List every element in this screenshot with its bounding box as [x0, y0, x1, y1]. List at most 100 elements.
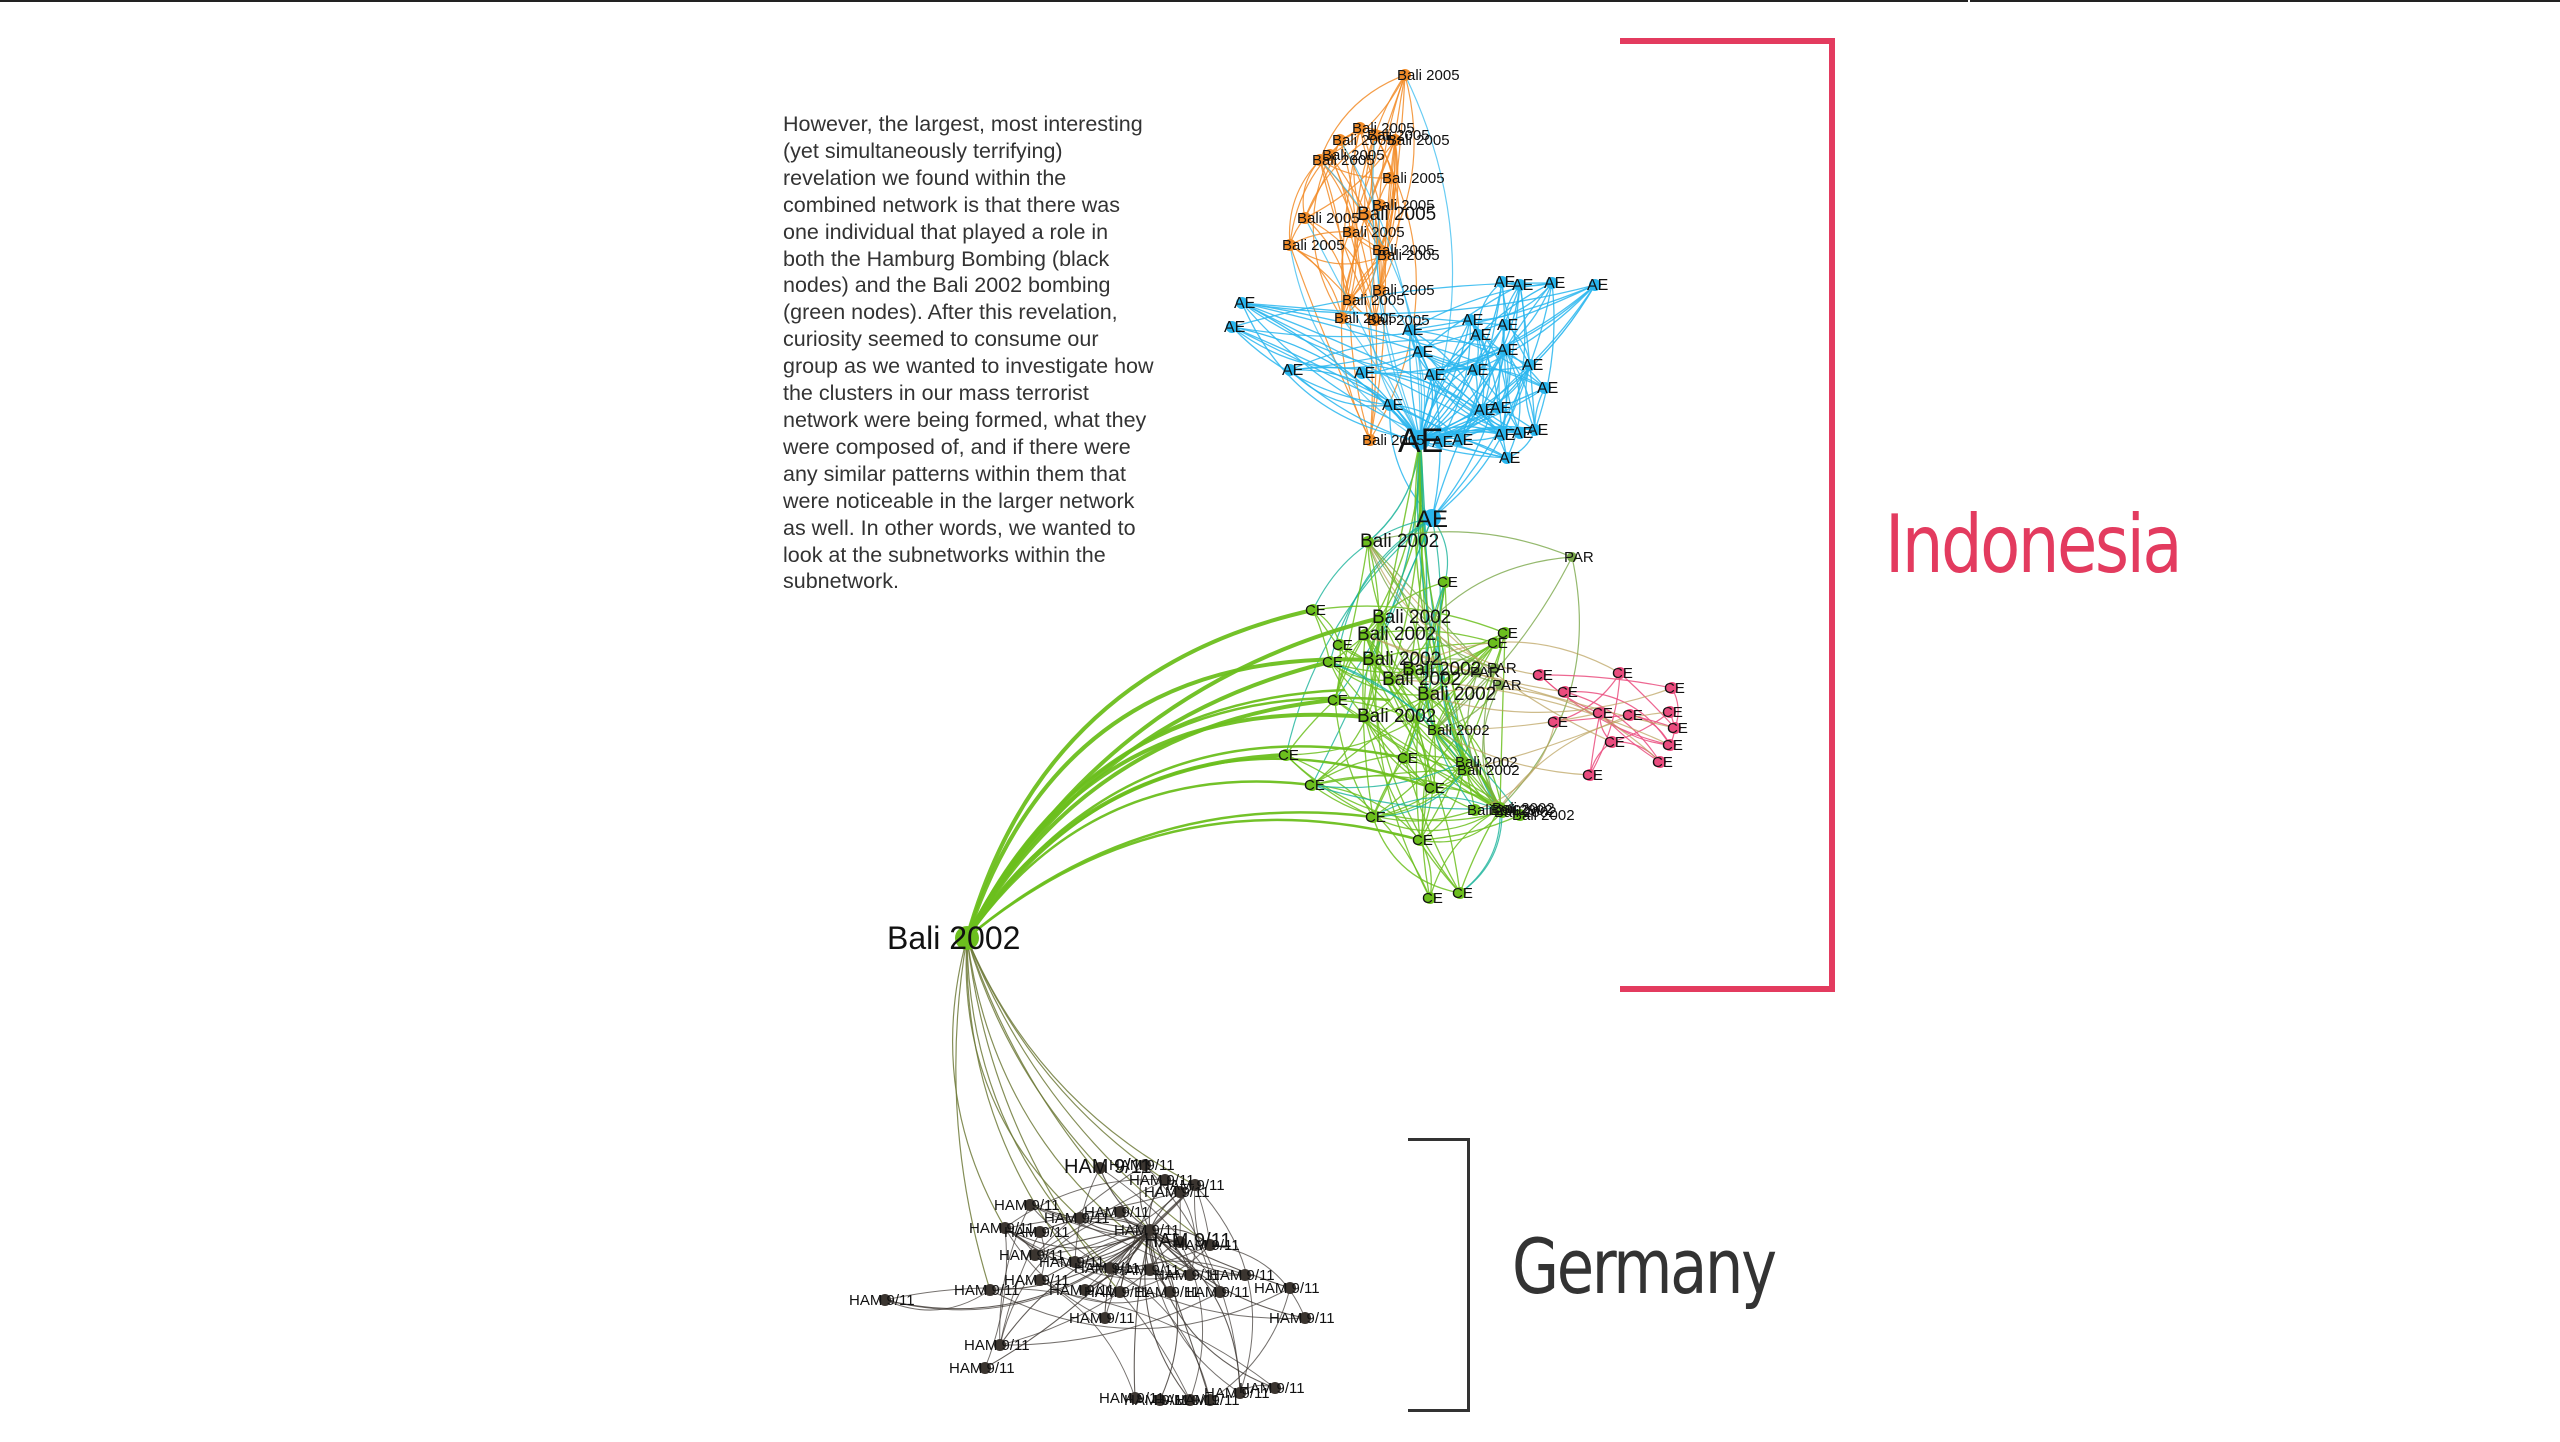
network-edge — [1369, 249, 1421, 441]
ae-node — [1469, 364, 1481, 376]
ce-node — [1664, 739, 1676, 751]
bali-2005-node — [1344, 226, 1356, 238]
ham-9-11-label: HAM 9/11 — [994, 1197, 1060, 1214]
germany-label: Germany — [1512, 1222, 1777, 1311]
bali-2002-label: Bali 2002 — [1357, 706, 1436, 727]
network-edge — [1304, 217, 1376, 321]
network-edge — [1364, 634, 1428, 841]
network-edge — [1311, 761, 1464, 789]
network-edge — [1474, 721, 1556, 811]
bali-2002-label: Bali 2002 — [1360, 531, 1439, 552]
ham-9-11-label: HAM 9/11 — [1114, 1222, 1180, 1239]
network-edge — [1289, 369, 1421, 441]
ce-label: CE — [1662, 737, 1683, 754]
ce-node — [1606, 736, 1618, 748]
network-edge — [1004, 1227, 1121, 1293]
ce-node — [1280, 749, 1292, 761]
ce-label: CE — [1304, 777, 1325, 794]
bali-2005-label: Bali 2005 — [1332, 132, 1395, 149]
ae-label: AE — [1537, 380, 1558, 397]
bali-2005-node — [1284, 239, 1296, 251]
ae-node — [1356, 367, 1368, 379]
ham-9-11-label: HAM 9/11 — [1064, 1156, 1151, 1178]
bali-2005-node — [1314, 154, 1326, 166]
bali-2002-label: Bali 2002 — [1417, 684, 1496, 705]
network-edge — [1619, 672, 1676, 729]
ham-9-11-label: HAM 9/11 — [1154, 1392, 1220, 1409]
ce-node — [1489, 637, 1501, 649]
ae-label: AE — [1490, 400, 1511, 417]
ham-9-11-label: HAM 9/11 — [849, 1292, 915, 1309]
ham-9-11-node — [1144, 1264, 1156, 1276]
ham-9-11-node — [984, 1284, 996, 1296]
ham-9-11-label: HAM 9/11 — [1084, 1284, 1150, 1301]
network-edge — [1389, 671, 1479, 681]
network-edge — [1304, 217, 1421, 441]
bali-2005-node — [1379, 249, 1391, 261]
network-edge — [1231, 326, 1421, 441]
ce-node — [1334, 639, 1346, 651]
ham-9-11-label: HAM 9/11 — [1134, 1284, 1200, 1301]
network-edge — [1477, 334, 1485, 411]
ce-node — [1669, 722, 1681, 734]
ham-9-11-label: HAM 9/11 — [1154, 1267, 1220, 1284]
network-edge — [1311, 784, 1476, 822]
network-edge — [1029, 1204, 1306, 1319]
bali-2005-node — [1399, 69, 1411, 81]
ce-label: CE — [1365, 809, 1386, 826]
ae-node — [1546, 277, 1558, 289]
ham-9-11-label: HAM 9/11 — [1049, 1282, 1115, 1299]
network-edge — [1109, 1267, 1211, 1401]
network-edge — [1084, 1260, 1246, 1291]
network-edge — [1419, 811, 1503, 843]
network-edge — [1424, 687, 1661, 763]
ce-label: CE — [1604, 734, 1625, 751]
ham-9-11-node — [1204, 1394, 1216, 1406]
ham-9-11-node — [1144, 1224, 1156, 1236]
bali-2005-node — [1369, 314, 1381, 326]
network-edge — [1241, 302, 1508, 459]
ce-label: CE — [1322, 654, 1343, 671]
network-edge — [1434, 729, 1591, 776]
ae-node — [1496, 276, 1508, 288]
ham-9-11-label: HAM 9/11 — [1004, 1224, 1070, 1241]
network-edge — [1409, 282, 1553, 331]
network-edge — [1241, 302, 1476, 371]
network-edge — [884, 1229, 1151, 1311]
network-edge — [1372, 796, 1499, 818]
bali-2002-node — [1459, 764, 1471, 776]
bali-2005-node — [1299, 212, 1311, 224]
bali-2002-node — [1364, 654, 1376, 666]
bali-2005-label: Bali 2005 — [1282, 237, 1345, 254]
network-edge — [1241, 284, 1596, 315]
network-edge — [1364, 74, 1406, 216]
bali-2005-label: Bali 2005 — [1362, 432, 1425, 449]
ham-9-11-node — [879, 1294, 891, 1306]
ce-node — [1306, 779, 1318, 791]
ham-9-11-label: HAM 9/11 — [1144, 1230, 1231, 1252]
ae-node — [1426, 369, 1438, 381]
network-edge — [1004, 1227, 1106, 1319]
ce-node — [1534, 669, 1546, 681]
network-edge — [1149, 1229, 1179, 1401]
network-edge — [1409, 329, 1421, 441]
network-edge — [1231, 326, 1391, 406]
network-edge — [1339, 139, 1421, 441]
network-edge — [1341, 231, 1351, 301]
network-edge — [1194, 1184, 1221, 1293]
ham-9-11-label: HAM 9/11 — [1204, 1385, 1270, 1402]
bali-2002-label: Bali 2002 — [1427, 722, 1490, 739]
network-edge — [965, 712, 1366, 939]
network-edge — [1029, 1204, 1191, 1276]
ham-9-11-label: HAM 9/11 — [1239, 1380, 1305, 1397]
ce-label: CE — [1422, 890, 1443, 907]
network-edge — [1179, 1191, 1196, 1276]
network-edge — [1389, 670, 1501, 686]
bali-2005-label: Bali 2005 — [1387, 132, 1450, 149]
network-edge — [1231, 282, 1553, 328]
ae-hub-label: AE — [1398, 422, 1443, 460]
ham-9-11-node — [999, 1222, 1011, 1234]
network-edge — [1364, 669, 1411, 718]
ae-label: AE — [1527, 422, 1548, 439]
bridge-bali-2002-label: Bali 2002 — [887, 920, 1020, 956]
